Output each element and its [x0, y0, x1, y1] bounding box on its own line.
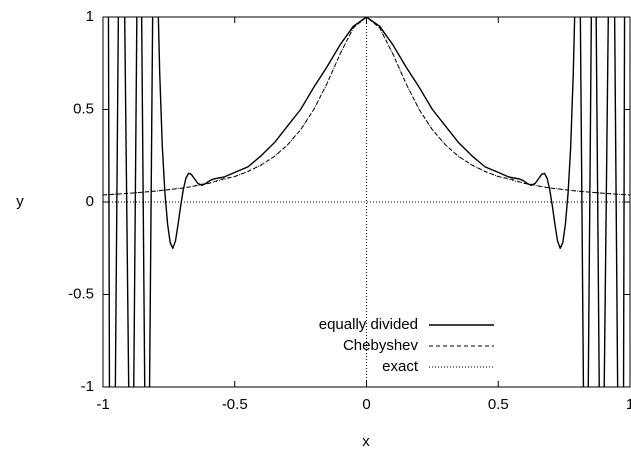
series-line-1 — [103, 17, 630, 196]
y-tick-label: -0.5 — [68, 285, 94, 302]
axis-ticks — [102, 16, 631, 388]
legend-label: equally divided — [319, 316, 418, 333]
y-tick-label: -1 — [81, 378, 94, 395]
x-tick-label: 0 — [362, 396, 370, 413]
y-tick-label: 1 — [86, 8, 94, 25]
y-tick-label: 0 — [86, 193, 94, 210]
legend-label: Chebyshev — [343, 337, 419, 354]
legend-label: exact — [382, 358, 419, 375]
x-tick-label: -0.5 — [222, 396, 248, 413]
x-tick-label: 1 — [626, 396, 631, 413]
series-line-0 — [107, 17, 626, 387]
zero-axes — [103, 17, 630, 387]
x-tick-label: 0.5 — [488, 396, 509, 413]
legend: equally divided Chebyshev exact — [319, 316, 494, 375]
series-layer — [103, 17, 630, 387]
tick-labels: -1 -0.5 0 0.5 1 -1 -0.5 0 0.5 1 — [68, 8, 631, 413]
y-axis-label: y — [16, 193, 24, 210]
x-axis-label: x — [362, 433, 370, 450]
x-tick-label: -1 — [96, 396, 109, 413]
series-line-2 — [103, 17, 630, 196]
y-tick-label: 0.5 — [73, 100, 94, 117]
